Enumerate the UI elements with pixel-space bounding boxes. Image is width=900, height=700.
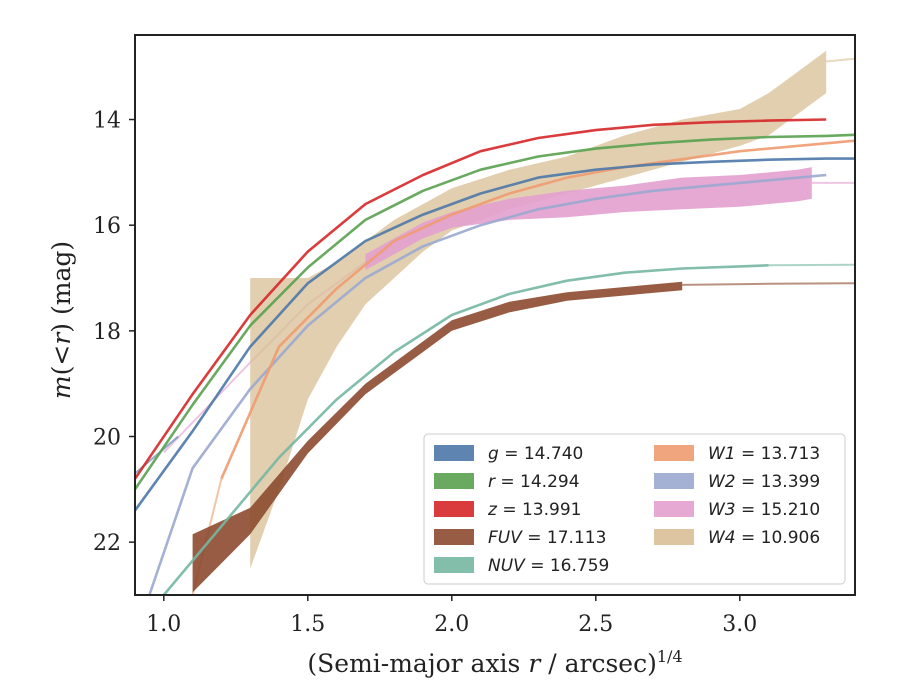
series-w2-line (148, 173, 827, 595)
legend-label-fuv: FUV = 17.113 (488, 528, 606, 548)
legend-swatch-w3 (654, 501, 694, 517)
legend: g = 14.740 r = 14.294 z = 13.991 FUV = 17.1… (423, 433, 846, 585)
legend-label-nuv: NUV = 16.759 (488, 556, 609, 576)
legend-box (423, 433, 846, 585)
y-tick-label: 14 (93, 109, 121, 134)
legend-swatch-z (434, 501, 474, 517)
legend-swatch-nuv (434, 557, 474, 573)
legend-swatch-w1 (654, 445, 694, 461)
series-w3-band (365, 167, 812, 271)
series-g-line (135, 157, 855, 512)
legend-swatch-r (434, 473, 474, 489)
series-nuv-line (162, 264, 769, 595)
x-axis: 1.0 1.5 2.0 2.5 3.0 (146, 595, 757, 637)
legend-label-w4: W4 = 10.906 (708, 528, 820, 548)
legend-swatch-w4 (654, 529, 694, 545)
x-tick-label: 2.5 (578, 612, 613, 637)
series-r-line (135, 133, 855, 491)
plot-frame (134, 34, 856, 596)
legend-label-w1: W1 = 13.713 (708, 444, 820, 464)
series-w1-line (220, 139, 855, 480)
series-z-line (135, 118, 827, 480)
legend-swatch-g (434, 445, 474, 461)
series-fuv-extrapolation (682, 282, 855, 286)
y-tick-label: 18 (93, 320, 121, 345)
legend-label-w3: W3 = 15.210 (708, 500, 820, 520)
x-tick-label: 1.5 (290, 612, 325, 637)
plot-area (135, 50, 855, 595)
y-tick-label: 16 (93, 214, 121, 239)
x-tick-label: 1.0 (146, 612, 181, 637)
legend-label-z: z = 13.991 (487, 500, 581, 520)
legend-swatch-fuv (434, 529, 474, 545)
legend-label-w2: W2 = 13.399 (708, 472, 820, 492)
y-tick-label: 20 (93, 426, 121, 451)
legend-label-r: r = 14.294 (488, 472, 580, 492)
series-w4-extrapolation (826, 57, 855, 63)
series-w4-band (250, 50, 827, 569)
y-axis: 14 16 18 20 22 (93, 109, 135, 556)
x-axis-title: (Semi-major axis r / arcsec)1/4 (307, 647, 682, 678)
x-tick-label: 2.0 (434, 612, 469, 637)
series-nuv-extrapolation (768, 263, 855, 267)
y-tick-label: 22 (93, 531, 121, 556)
y-axis-title: m(<r) (mag) (47, 241, 76, 399)
legend-label-g: g = 14.740 (488, 444, 583, 464)
x-tick-label: 3.0 (722, 612, 757, 637)
legend-swatch-w2 (654, 473, 694, 489)
